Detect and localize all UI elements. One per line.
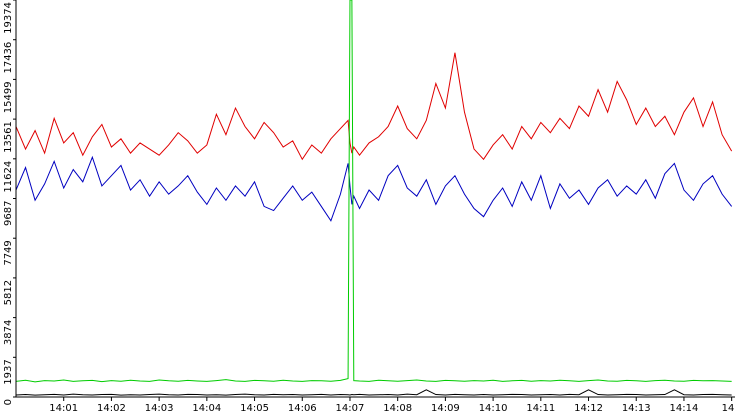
series-line [15, 0, 732, 383]
y-tick-label: 5812 [3, 280, 14, 305]
plot-area [16, 0, 735, 397]
x-tick-label: 14:02 [97, 403, 126, 414]
x-tick-label: 14:03 [145, 403, 174, 414]
series-line [15, 389, 732, 396]
y-tick-label: 13561 [3, 121, 14, 153]
series-line [15, 52, 733, 161]
x-tick-label: 14:12 [574, 403, 603, 414]
series-line [15, 155, 733, 222]
y-tick-label: 1937 [3, 359, 14, 384]
x-tick-label: 14 [722, 403, 735, 414]
x-tick-label: 14:13 [622, 403, 651, 414]
y-tick-label: 3874 [3, 320, 14, 345]
y-tick-label: 9687 [3, 201, 14, 226]
x-tick-label: 14:06 [288, 403, 317, 414]
y-tick-label: 19374 [3, 2, 14, 34]
y-tick-label: 7749 [3, 240, 14, 265]
x-tick-label: 14:08 [383, 403, 412, 414]
x-tick-label: 14:14 [670, 403, 699, 414]
x-tick-label: 14:04 [192, 403, 221, 414]
y-tick-label: 15499 [3, 81, 14, 113]
x-tick-label: 14:09 [431, 403, 460, 414]
x-tick-label: 14:05 [240, 403, 269, 414]
y-tick-label: 0 [3, 399, 14, 405]
x-tick-label: 14:01 [49, 403, 78, 414]
y-tick-label: 11624 [3, 161, 14, 193]
x-tick-label: 14:10 [479, 403, 508, 414]
x-tick-label: 14:11 [526, 403, 555, 414]
y-tick-label: 17436 [3, 42, 14, 74]
x-tick-label: 14:07 [336, 403, 365, 414]
